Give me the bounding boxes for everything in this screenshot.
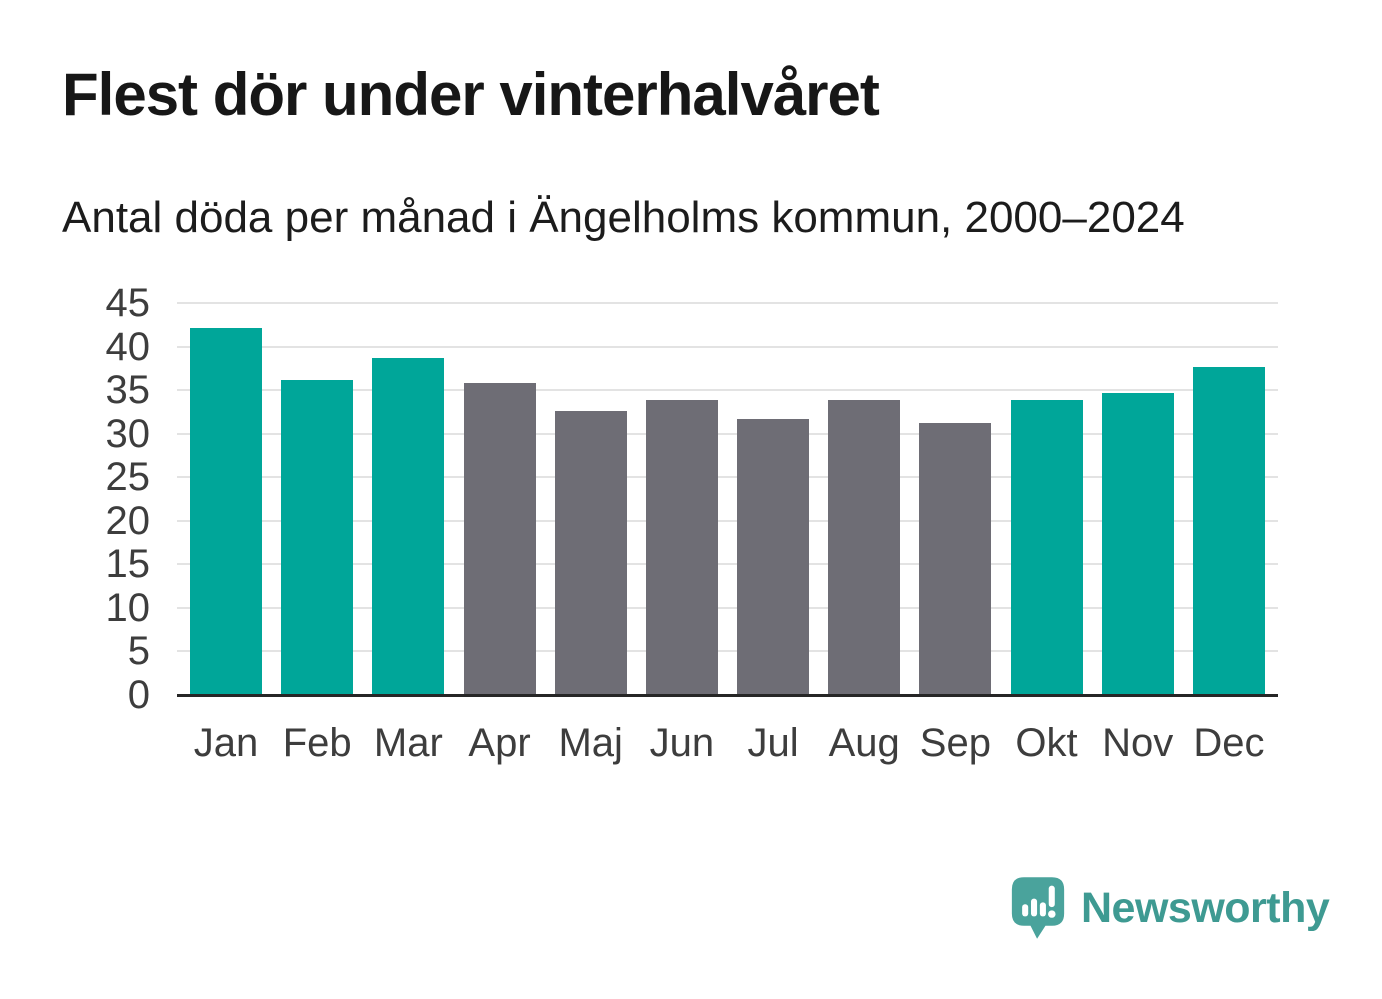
x-tick-label-okt: Okt — [1015, 721, 1078, 765]
y-tick-label-30: 30 — [105, 411, 151, 456]
x-axis-line — [177, 694, 1278, 697]
x-tick-label-sep: Sep — [919, 721, 991, 765]
chart-title: Flest dör under vinterhalvåret — [62, 61, 880, 128]
y-tick-label-10: 10 — [105, 585, 151, 630]
bar-feb — [281, 379, 354, 695]
gridline-10 — [177, 606, 1278, 609]
bar-nov — [1101, 392, 1174, 695]
bar-chart-plot-area — [177, 302, 1278, 697]
bar-sep — [919, 423, 992, 695]
x-tick-label-aug: Aug — [828, 721, 900, 765]
x-tick-label-nov: Nov — [1102, 721, 1174, 765]
newsworthy-logo: Newsworthy — [1010, 874, 1330, 942]
gridline-15 — [177, 563, 1278, 566]
x-tick-label-jan: Jan — [193, 721, 259, 765]
bar-jun — [645, 399, 718, 695]
bar-apr — [463, 383, 536, 695]
x-axis-labels: Jan Feb Mar Apr Maj Jun Jul Aug Sep Okt Nov Dec — [177, 721, 1278, 766]
chart-subtitle: Antal döda per månad i Ängelholms kommun… — [62, 193, 1185, 242]
y-tick-label-45: 45 — [105, 281, 151, 325]
gridline-5 — [177, 650, 1278, 653]
gridline-20 — [177, 519, 1278, 522]
gridline-25 — [177, 476, 1278, 479]
newsworthy-logo-text: Newsworthy — [1081, 883, 1330, 932]
y-tick-label-0: 0 — [127, 673, 150, 717]
y-tick-label-25: 25 — [105, 455, 151, 500]
bar-aug — [828, 399, 901, 695]
bar-maj — [554, 411, 627, 695]
gridline-30 — [177, 432, 1278, 435]
y-tick-label-20: 20 — [105, 498, 151, 543]
bars-row — [177, 303, 1278, 695]
gridline-35 — [177, 389, 1278, 392]
y-tick-label-40: 40 — [105, 324, 151, 369]
y-tick-label-35: 35 — [105, 368, 151, 413]
gridline-40 — [177, 345, 1278, 348]
x-tick-label-mar: Mar — [373, 721, 443, 765]
bar-jul — [737, 418, 810, 695]
x-tick-label-dec: Dec — [1193, 721, 1265, 765]
gridline-45 — [177, 302, 1278, 304]
x-tick-label-apr: Apr — [468, 721, 531, 765]
x-tick-label-jun: Jun — [649, 721, 715, 765]
y-tick-label-15: 15 — [105, 542, 151, 587]
y-axis-labels: 0 5 10 15 20 25 30 35 40 45 — [0, 283, 151, 715]
y-tick-label-5: 5 — [127, 629, 150, 674]
x-tick-label-jul: Jul — [747, 721, 799, 765]
bar-dec — [1192, 367, 1265, 695]
x-tick-label-maj: Maj — [558, 721, 623, 765]
bar-okt — [1010, 399, 1083, 695]
bar-jan — [190, 328, 262, 695]
newsworthy-logo-icon — [1011, 877, 1065, 939]
x-tick-label-feb: Feb — [282, 721, 352, 765]
bar-mar — [372, 357, 445, 695]
